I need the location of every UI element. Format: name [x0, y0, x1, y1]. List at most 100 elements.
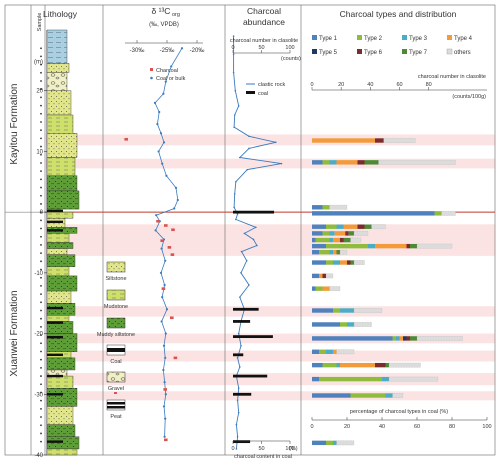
d13c-subscript: org	[172, 12, 180, 18]
lithology-layer	[46, 303, 76, 316]
sample-dot	[40, 137, 42, 140]
types-legend-label: Type 1	[319, 36, 338, 42]
types-bar-segment	[371, 224, 386, 230]
types-bar-segment	[340, 362, 375, 368]
abundance-coal-bar	[233, 307, 259, 311]
abundance-clastic-point	[235, 180, 237, 183]
types-legend-swatch	[312, 49, 317, 54]
types-bar-segment	[322, 231, 330, 236]
types-bar-segment	[336, 440, 355, 446]
types-bar-segment	[322, 286, 330, 291]
d13c-bulk-point	[164, 393, 167, 396]
types-bar-segment	[347, 260, 351, 265]
lithology-layer	[46, 448, 78, 456]
abundance-clastic-point	[248, 147, 250, 150]
lithology-layer	[46, 211, 74, 219]
types-legend-label: Type 6	[364, 50, 383, 56]
d13c-bulk-point	[153, 101, 157, 104]
types-bar-segment	[333, 440, 337, 446]
sample-dot	[40, 276, 42, 279]
types-bar-segment	[326, 349, 333, 354]
types-bar-segment	[385, 393, 393, 398]
coal-seam	[47, 374, 63, 378]
types-bar-segment	[312, 336, 393, 341]
coal-seam	[47, 336, 63, 339]
d13c-bulk-point	[160, 247, 163, 250]
types-bar-segment	[312, 231, 323, 236]
types-bar-segment	[312, 224, 326, 229]
abundance-clastic-point	[252, 238, 255, 241]
types-top-tick-label: 40	[367, 82, 373, 88]
types-bar-segment	[329, 286, 341, 291]
abundance-clastic-line	[233, 36, 282, 449]
types-bar-segment	[333, 250, 337, 255]
formation-label-xuanwei: Xuanwei Formation	[9, 290, 20, 376]
sample-dot	[40, 227, 42, 230]
types-bar-segment	[406, 243, 410, 249]
types-legend-swatch	[402, 49, 407, 54]
types-legend-label: Type 2	[364, 36, 383, 42]
sample-dot	[40, 440, 42, 443]
abundance-coal-bar	[233, 440, 251, 444]
types-bar-segment	[340, 260, 347, 265]
depth-tick-label: -20	[34, 332, 43, 338]
types-bar-segment	[336, 160, 358, 165]
types-bar-segment	[312, 205, 323, 210]
abundance-clastic-point	[248, 284, 250, 286]
sample-dot	[40, 407, 42, 410]
types-bar-segment	[319, 273, 323, 279]
sample-dot	[40, 309, 42, 312]
types-bar-segment	[353, 260, 365, 265]
d13c-bulk-point	[163, 435, 166, 438]
legend-swatch-peat-band	[107, 402, 125, 405]
types-legend-swatch	[447, 35, 452, 40]
sample-dot	[40, 244, 42, 246]
types-bottom-tick-label: 60	[414, 424, 420, 430]
abundance-clastic-point	[236, 435, 239, 438]
types-bar-segment	[396, 336, 400, 341]
types-bottom-tick-label: 100	[482, 424, 491, 430]
sample-dot	[40, 194, 42, 197]
depth-tick-label: 10	[36, 149, 43, 155]
types-bar-segment	[322, 273, 326, 279]
d13c-bulk-point	[176, 198, 179, 202]
legend-swatch-siltstone	[106, 261, 126, 273]
d13c-tick-label: -25‰	[160, 48, 175, 54]
sample-dot	[40, 366, 42, 369]
types-bar-segment	[350, 393, 386, 398]
sample-dot	[40, 80, 42, 82]
d13c-charcoal-point	[160, 239, 164, 242]
coal-seam	[47, 220, 63, 224]
d13c-bulk-point	[165, 308, 169, 311]
sample-dot	[40, 399, 42, 402]
abundance-legend-coal-swatch	[246, 91, 255, 94]
types-bar-segment	[319, 376, 382, 382]
abundance-top-unit: (counts)	[281, 56, 301, 62]
coal-seam	[47, 393, 63, 396]
highlight-band	[46, 333, 495, 344]
lithology-legend-label: Mudstone	[104, 304, 128, 310]
d13c-charcoal-point	[161, 287, 166, 290]
d13c-bulk-point	[161, 296, 164, 299]
types-bar-segment	[388, 362, 421, 368]
d13c-bulk-point	[157, 150, 160, 153]
types-legend-swatch	[357, 49, 362, 54]
sample-dot	[40, 121, 42, 123]
sample-dot	[40, 186, 42, 189]
sample-dot	[40, 358, 42, 361]
coal-seam	[47, 353, 63, 357]
types-bar-segment	[319, 349, 326, 354]
lithology-layer	[46, 248, 68, 255]
lithology-layer	[46, 388, 78, 407]
sample-dot	[40, 268, 42, 271]
d13c-legend-charcoal-marker	[150, 68, 153, 71]
types-bar-segment	[329, 237, 333, 243]
types-bar-segment	[333, 237, 340, 243]
types-top-tick-label: 80	[426, 82, 432, 88]
types-bar-segment	[348, 231, 354, 236]
types-bar-segment	[388, 376, 439, 382]
d13c-charcoal-point	[156, 219, 160, 223]
d13c-bulk-point	[164, 259, 167, 262]
depth-tick-label: -40	[34, 453, 43, 459]
lithology-layer	[46, 114, 74, 134]
